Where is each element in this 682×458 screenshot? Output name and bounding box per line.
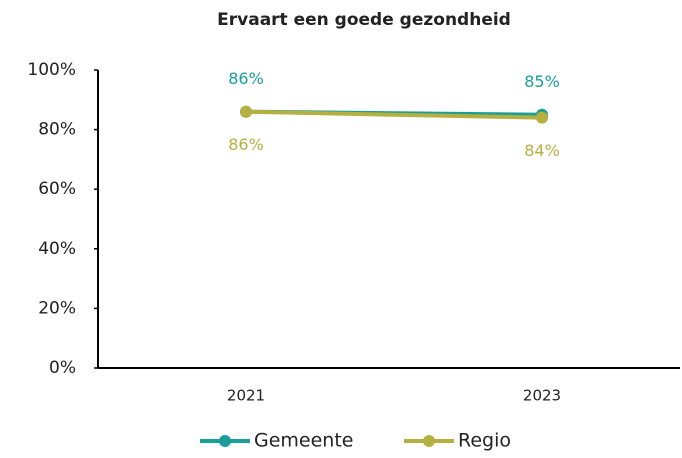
legend-label: Gemeente [254,430,353,452]
chart-title: Ervaart een goede gezondheid [217,10,511,30]
legend-label: Regio [458,430,511,452]
y-tick-label: 60% [38,179,76,199]
x-tick-label: 2021 [227,387,265,405]
series-line [245,109,543,120]
y-tick-label: 0% [49,358,76,378]
y-tick-label: 20% [38,298,76,318]
legend-dot [219,435,231,447]
value-label: 84% [524,141,560,160]
value-label: 85% [524,72,560,91]
value-label: 86% [228,135,264,154]
point [536,111,548,124]
y-tick-label: 40% [38,239,76,259]
x-tick-label: 2023 [523,387,561,405]
point [240,105,252,118]
value-label: 86% [228,69,264,88]
y-tick-label: 100% [27,60,76,80]
y-tick-label: 80% [38,120,76,140]
legend-dot [423,435,435,447]
